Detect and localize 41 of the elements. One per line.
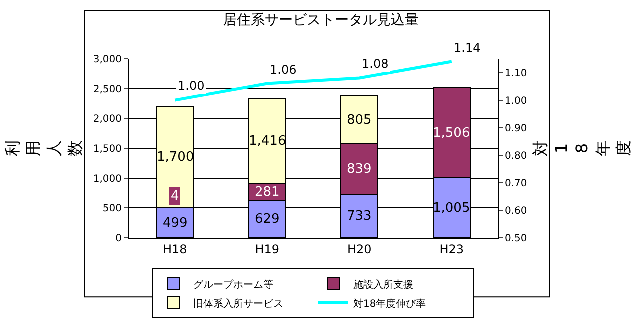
y2-tick-label: 0.70 — [505, 178, 528, 190]
data-label: 1.14 — [454, 41, 481, 55]
data-label: 733 — [347, 209, 372, 224]
y-tick-label: 0 — [116, 234, 122, 244]
y2-tick-label: 0.60 — [505, 206, 528, 217]
x-tick-label: H20 — [347, 242, 372, 256]
line-series — [174, 60, 454, 102]
y-tick-label: 500 — [102, 204, 122, 215]
y-tick-label: 2,000 — [93, 114, 122, 126]
data-label: 1,416 — [249, 134, 286, 149]
y-tick-label: 2,500 — [93, 84, 122, 96]
data-label: 281 — [255, 185, 280, 200]
data-label: 1.08 — [362, 57, 389, 71]
y-tick-label: 1,000 — [93, 174, 122, 185]
data-label: 805 — [347, 113, 372, 128]
data-label: 1.06 — [270, 63, 297, 77]
x-tick-label: H19 — [255, 242, 280, 256]
data-label: 1,005 — [433, 201, 470, 216]
data-label: 499 — [163, 216, 188, 231]
y-tick-label: 1,500 — [93, 144, 122, 155]
y2-tick-label: 1.10 — [505, 68, 528, 80]
data-label: 839 — [347, 162, 372, 177]
legend-label: 旧体系入所サービス — [194, 298, 284, 310]
y-axis-title: 利用人数 — [2, 140, 84, 156]
x-tick-label: H18 — [162, 242, 188, 256]
y2-tick-label: 0.80 — [505, 150, 528, 162]
legend-label: 対18年度伸び率 — [354, 298, 426, 310]
legend-label: 施設入所支援 — [354, 278, 414, 291]
data-label: 4 — [171, 189, 180, 204]
data-label: 629 — [255, 212, 280, 227]
data-label: 1,506 — [433, 126, 470, 141]
data-label: 1,700 — [157, 150, 194, 165]
x-tick-label: H23 — [440, 242, 464, 256]
y2-axis-title: 対18年度 — [530, 140, 634, 156]
chart-title: 居住系サービストータル見込量 — [223, 12, 419, 29]
data-label: 1.00 — [178, 79, 205, 93]
y2-tick-label: 0.90 — [505, 123, 528, 134]
y2-tick-label: 1.00 — [505, 96, 528, 107]
y-tick-label: 3,000 — [93, 54, 122, 66]
y2-tick-label: 0.50 — [505, 234, 528, 244]
legend-label: グループホーム等 — [194, 278, 274, 291]
